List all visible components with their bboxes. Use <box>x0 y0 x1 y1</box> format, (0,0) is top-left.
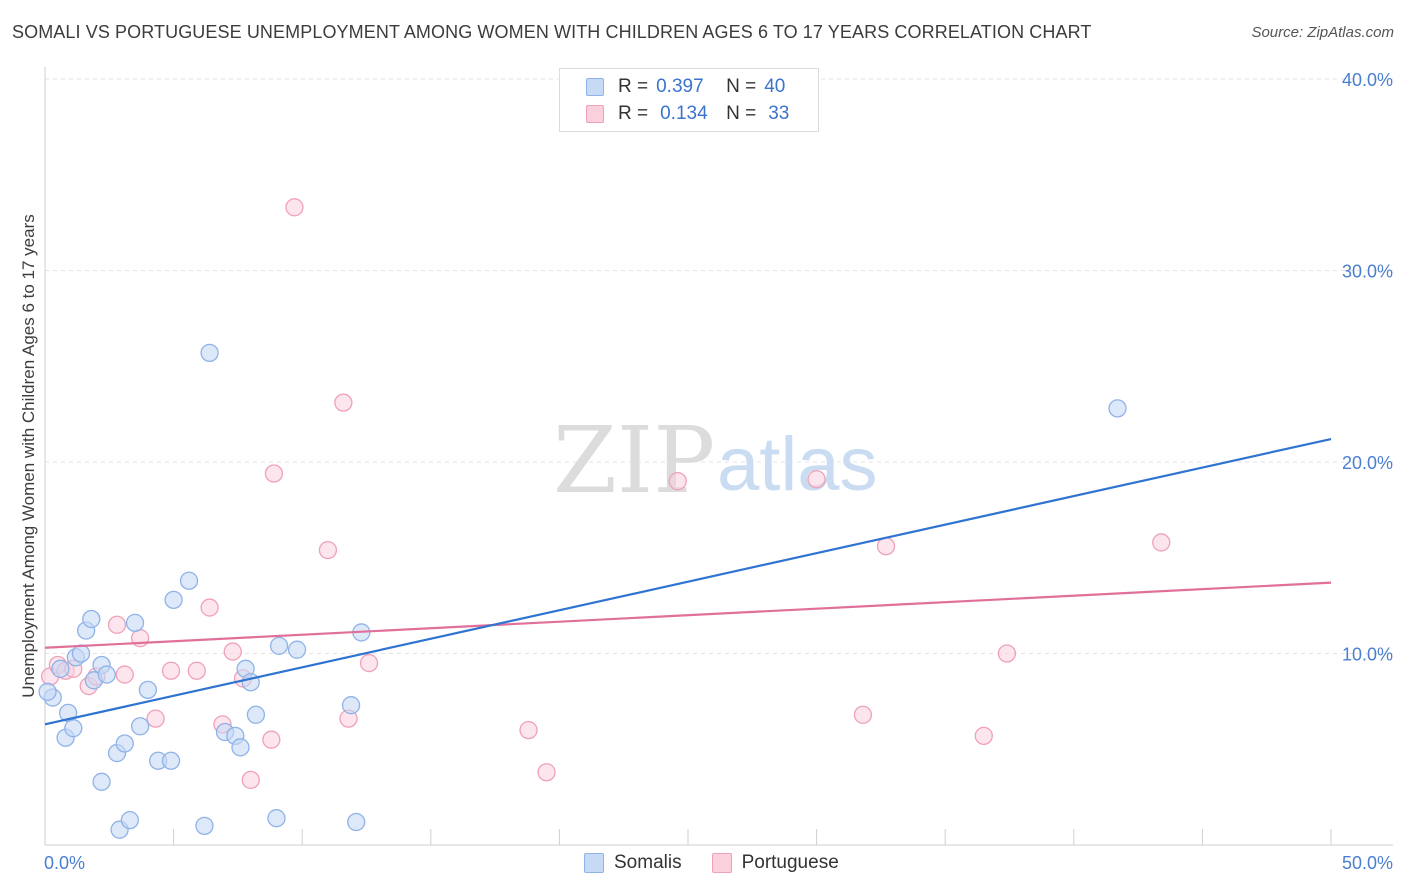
portuguese-point <box>359 653 379 673</box>
y-tick-label: 20.0% <box>1342 453 1393 473</box>
portuguese-point <box>537 763 556 782</box>
portuguese-point <box>161 661 181 680</box>
somali-point <box>131 717 150 736</box>
somali-point <box>341 696 361 715</box>
somali-point <box>115 734 134 753</box>
portuguese-point <box>262 730 281 749</box>
n-label: N = <box>726 76 757 97</box>
legend-item-somalis: Somalis <box>584 852 682 874</box>
portuguese-point <box>807 470 826 489</box>
portuguese-point <box>241 770 260 790</box>
somali-points <box>38 343 1127 839</box>
portuguese-trend-line <box>44 581 1332 649</box>
somali-swatch <box>586 78 604 96</box>
portuguese-r-value: 0.134 <box>660 103 708 124</box>
portuguese-point <box>318 540 338 560</box>
somali-point <box>120 810 140 830</box>
somali-point <box>138 680 158 700</box>
somali-point <box>1108 399 1127 418</box>
somali-point <box>195 816 214 835</box>
somali-point <box>246 705 266 724</box>
portuguese-point <box>285 198 304 217</box>
portuguese-point <box>974 726 993 745</box>
portuguese-point <box>668 471 687 491</box>
somali-point <box>38 682 57 701</box>
portuguese-point <box>146 709 165 728</box>
portuguese-point <box>519 720 538 740</box>
y-tick-label: 10.0% <box>1342 645 1393 665</box>
n-label: N = <box>726 103 757 124</box>
portuguese-point <box>997 644 1017 663</box>
somali-point <box>161 751 181 770</box>
portuguese-point <box>334 393 353 412</box>
somali-point <box>269 636 289 655</box>
portuguese-point <box>876 537 896 556</box>
somali-point <box>231 738 250 757</box>
legend-row-portuguese: R = 0.134 N = 33 <box>586 102 789 126</box>
r-label: R = <box>618 76 649 97</box>
somali-point <box>267 809 286 828</box>
somali-n-value: 40 <box>764 76 786 97</box>
somali-point <box>97 665 116 684</box>
r-label: R = <box>618 103 649 124</box>
somali-point <box>71 644 91 663</box>
source-label: Source: ZipAtlas.com <box>1251 24 1394 41</box>
somali-trend-line <box>44 437 1332 726</box>
chart-title: SOMALI VS PORTUGUESE UNEMPLOYMENT AMONG … <box>12 22 1092 42</box>
portuguese-point <box>264 464 284 483</box>
somali-point <box>51 659 70 678</box>
portuguese-point <box>187 661 206 680</box>
somali-point <box>179 571 199 590</box>
trend-lines <box>44 437 1332 726</box>
somali-point <box>287 640 307 659</box>
somali-point <box>92 772 111 791</box>
legend-row-somali: R = 0.397 N = 40 <box>586 75 785 99</box>
x-tick-label-min: 0.0% <box>44 853 85 873</box>
tick-labels: 10.0% 20.0% 30.0% 40.0% 0.0% 50.0% <box>44 70 1393 873</box>
portuguese-point <box>107 615 127 634</box>
portuguese-swatch <box>586 105 604 123</box>
x-tick-label-max: 50.0% <box>1342 853 1393 873</box>
legend-item-portuguese: Portuguese <box>711 852 839 874</box>
somali-point <box>64 719 83 738</box>
portuguese-label: Portuguese <box>741 852 839 873</box>
somalis-label: Somalis <box>614 852 682 873</box>
somalis-swatch <box>584 853 604 873</box>
y-tick-label: 40.0% <box>1342 70 1393 90</box>
axes <box>44 67 1393 846</box>
somali-r-value: 0.397 <box>656 76 704 97</box>
portuguese-swatch <box>711 853 732 873</box>
watermark-atlas: atlas <box>717 422 878 507</box>
somali-point <box>82 609 101 629</box>
gridlines <box>45 78 1393 654</box>
portuguese-point <box>223 642 242 661</box>
portuguese-point <box>1152 533 1171 552</box>
somali-point <box>164 590 183 610</box>
somali-point <box>347 812 366 832</box>
correlation-legend: R = 0.397 N = 40 R = 0.134 N = 33 <box>559 68 819 132</box>
series-legend: Somalis Portuguese <box>584 852 869 874</box>
watermark-zip: ZIP <box>553 407 715 514</box>
somali-point <box>125 613 145 633</box>
somali-point <box>200 343 219 362</box>
portuguese-point <box>200 598 219 617</box>
y-tick-label: 30.0% <box>1342 262 1393 282</box>
portuguese-point <box>115 665 134 684</box>
portuguese-n-value: 33 <box>768 103 790 124</box>
portuguese-point <box>853 705 873 724</box>
